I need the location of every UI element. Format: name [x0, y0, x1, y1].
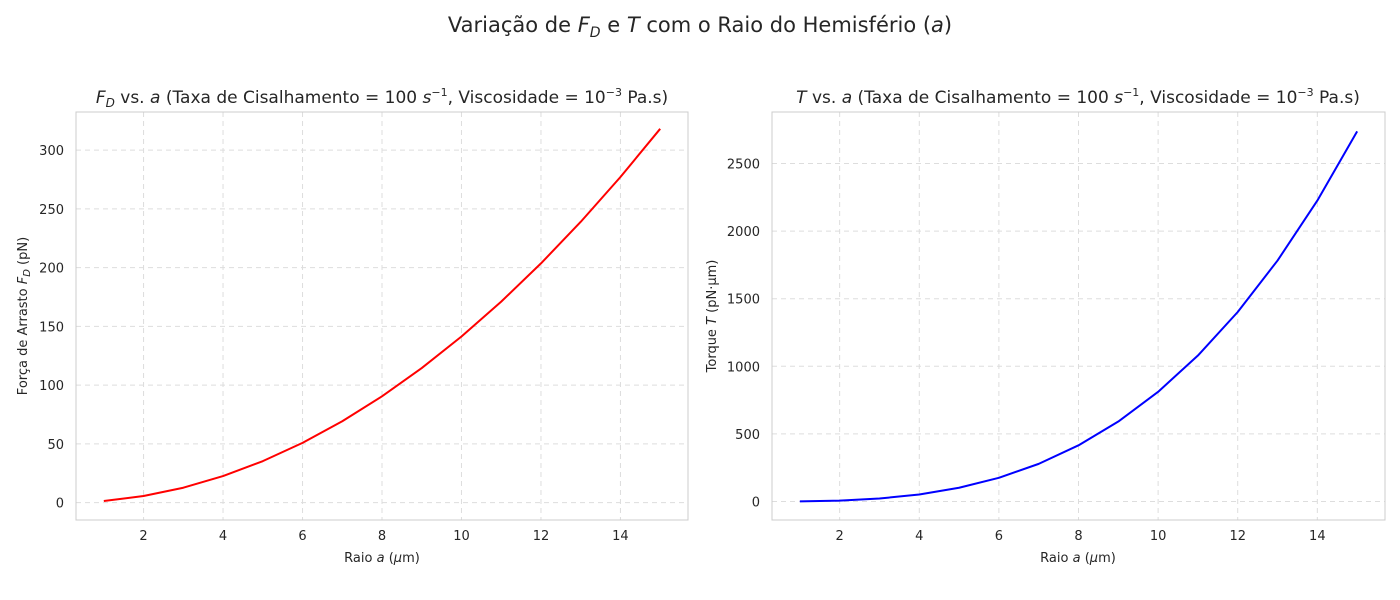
drag-x-tick-label: 10 [453, 529, 470, 544]
torque-x-axis-label: Raio a (μm) [1040, 551, 1116, 566]
torque-y-tick-label: 2500 [727, 158, 760, 173]
drag-y-tick-label: 250 [39, 203, 64, 218]
torque-chart: T vs. a (Taxa de Cisalhamento = 100 s−1,… [705, 86, 1385, 566]
drag-x-tick-label: 8 [378, 529, 386, 544]
drag-y-tick-label: 0 [56, 497, 64, 512]
drag-y-tick-label: 300 [39, 144, 64, 159]
torque-x-tick-label: 14 [1309, 529, 1326, 544]
torque-y-tick-label: 0 [752, 495, 760, 510]
drag-x-tick-label: 6 [298, 529, 306, 544]
torque-y-tick-label: 2000 [727, 225, 760, 240]
torque-x-tick-label: 10 [1150, 529, 1167, 544]
torque-y-tick-label: 1000 [727, 360, 760, 375]
figure-suptitle: Variação de FD e T com o Raio do Hemisfé… [448, 13, 952, 41]
drag-y-tick-label: 50 [47, 438, 64, 453]
torque-x-tick-label: 6 [995, 529, 1003, 544]
torque-y-tick-label: 500 [735, 428, 760, 443]
torque-y-axis-label: Torque T (pN·μm) [705, 260, 720, 374]
drag-force-chart: FD vs. a (Taxa de Cisalhamento = 100 s−1… [16, 86, 688, 566]
drag-y-tick-label: 100 [39, 379, 64, 394]
drag-x-tick-label: 14 [612, 529, 629, 544]
drag-y-tick-label: 200 [39, 262, 64, 277]
torque-y-tick-label: 1500 [727, 293, 760, 308]
torque-x-tick-label: 4 [915, 529, 923, 544]
drag-x-tick-label: 12 [533, 529, 550, 544]
torque-chart-title: T vs. a (Taxa de Cisalhamento = 100 s−1,… [796, 86, 1360, 108]
torque-x-tick-label: 8 [1074, 529, 1082, 544]
drag-x-tick-label: 2 [139, 529, 147, 544]
drag-chart-title: FD vs. a (Taxa de Cisalhamento = 100 s−1… [96, 86, 668, 110]
drag-y-tick-label: 150 [39, 320, 64, 335]
drag-x-tick-label: 4 [219, 529, 227, 544]
torque-x-tick-label: 2 [836, 529, 844, 544]
drag-y-axis-label: Força de Arrasto FD (pN) [16, 237, 33, 395]
torque-x-tick-label: 12 [1229, 529, 1246, 544]
drag-x-axis-label: Raio a (μm) [344, 551, 420, 566]
